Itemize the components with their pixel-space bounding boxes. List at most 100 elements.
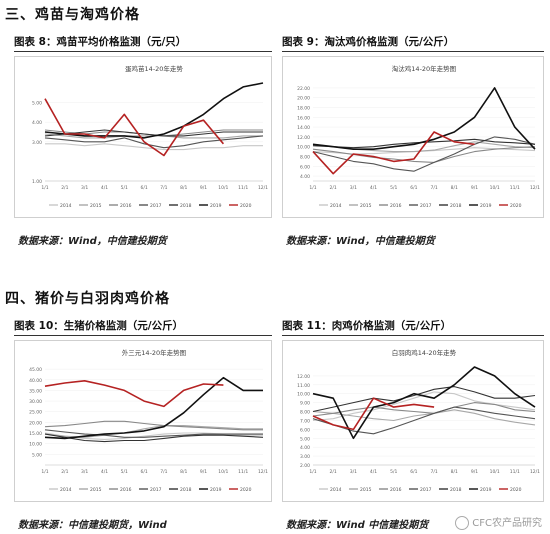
y-tick-label: 4.00 [300, 445, 310, 451]
series-line-2019 [44, 82, 264, 139]
x-tick-label: 5/1 [121, 185, 128, 191]
chart-svg: 白羽肉鸡14-20年走势 2.00 3.00 4.00 5.00 6.00 7.00 8.00… [297, 348, 540, 493]
watermark: CFC农产品研究 [455, 514, 542, 530]
x-tick-label: 9/1 [200, 469, 207, 475]
y-tick-label: 7.00 [300, 418, 310, 424]
series-line-2019 [312, 366, 536, 440]
y-tick-label: 15.00 [29, 431, 42, 437]
y-tick-label: 35.00 [29, 388, 42, 394]
y-tick-label: 40.00 [29, 378, 42, 384]
x-tick-label: 4/1 [370, 185, 377, 191]
x-tick-label: 8/1 [180, 469, 187, 475]
legend-entry: 2018 [450, 487, 462, 493]
legend-entry: 2019 [480, 487, 492, 493]
y-tick-label: 5.00 [300, 436, 310, 442]
chart-chick-price: 蛋鸡苗14-20年走势 1.00 3.00 4.00 5.00 1/1 2/1 3/1 4/1 5… [14, 56, 272, 218]
legend-entry: 2018 [450, 203, 462, 209]
panel-rule-9 [282, 51, 544, 52]
panel-rule-10 [14, 335, 272, 336]
x-tick-label: 7/1 [160, 469, 167, 475]
y-tick-label: 14.00 [297, 125, 310, 131]
x-tick-label: 1/1 [309, 469, 316, 475]
x-tick-label: 3/1 [350, 469, 357, 475]
x-tick-label: 1/1 [41, 185, 48, 191]
x-tick-label: 5/1 [390, 185, 397, 191]
y-tick-label: 5.00 [32, 452, 42, 458]
y-tick-label: 30.00 [29, 399, 42, 405]
series-line-2018 [44, 129, 263, 137]
x-tick-label: 4/1 [370, 469, 377, 475]
x-tick-label: 11/1 [510, 469, 520, 475]
x-tick-label: 3/1 [350, 185, 357, 191]
series-line-2018 [44, 433, 264, 443]
x-tick-label: 10/1 [218, 185, 228, 191]
y-tick-label: 45.00 [29, 367, 42, 373]
y-tick-label: 12.00 [297, 135, 310, 141]
legend-entry: 2014 [330, 487, 342, 493]
legend-entry: 2020 [510, 203, 522, 209]
x-tick-label: 9/1 [471, 185, 478, 191]
y-tick-label: 10.00 [297, 392, 310, 398]
y-tick-label: 22.00 [297, 86, 310, 92]
y-tick-label: 3.00 [32, 140, 42, 146]
legend-entry: 2014 [330, 203, 342, 209]
y-tick-label: 20.00 [297, 96, 310, 102]
series-line-2017 [44, 429, 263, 438]
series-line-2017 [44, 135, 264, 149]
chart-title: 蛋鸡苗14-20年走势 [125, 64, 183, 73]
legend-entry: 2018 [180, 203, 192, 209]
watermark-text: CFC农产品研究 [472, 518, 542, 529]
x-tick-label: 3/1 [81, 469, 88, 475]
series-line-2019 [312, 87, 536, 150]
x-tick-label: 8/1 [451, 185, 458, 191]
legend-entry: 2017 [420, 203, 432, 209]
y-tick-label: 10.00 [297, 145, 310, 151]
series-line-2016 [312, 146, 536, 163]
wechat-icon [455, 516, 470, 530]
legend-entry: 2015 [360, 487, 372, 493]
x-tick-label: 10/1 [490, 469, 500, 475]
x-tick-label: 11/1 [510, 185, 520, 191]
y-tick-label: 5.00 [32, 101, 42, 107]
panel-title-9: 图表 9：淘汰鸡价格监测（元/公斤） [282, 36, 455, 48]
y-tick-label: 4.00 [300, 174, 310, 180]
x-tick-label: 6/1 [140, 185, 147, 191]
y-tick-label: 1.00 [32, 179, 42, 185]
x-tick-label: 5/1 [390, 469, 397, 475]
y-tick-label: 8.00 [300, 410, 310, 416]
series-line-2017 [312, 136, 536, 172]
x-tick-label: 7/1 [430, 185, 437, 191]
source-note-10: 数据来源：中信建投期货，Wind [18, 520, 167, 531]
x-tick-label: 3/1 [81, 185, 88, 191]
x-tick-label: 11/1 [238, 185, 248, 191]
legend-entry: 2019 [480, 203, 492, 209]
legend-entry: 2014 [60, 203, 72, 209]
x-tick-label: 5/1 [121, 469, 128, 475]
chart-svg: 蛋鸡苗14-20年走势 1.00 3.00 4.00 5.00 1/1 2/1 3/1 4/1 5… [32, 64, 268, 209]
chart-svg: 外三元14-20年走势图 5.00 10.00 15.00 20.00 25.00 30.0… [29, 348, 268, 493]
x-tick-label: 11/1 [238, 469, 248, 475]
source-note-11: 数据来源：Wind 中信建投期货 [286, 520, 429, 531]
panel-title-8: 图表 8：鸡苗平均价格监测（元/只） [14, 36, 187, 48]
legend-entry: 2015 [90, 487, 102, 493]
chart-title: 外三元14-20年走势图 [122, 348, 186, 357]
x-tick-label: 7/1 [160, 185, 167, 191]
y-tick-label: 3.00 [300, 454, 310, 460]
y-tick-label: 4.00 [32, 120, 42, 126]
series-line-2019 [44, 376, 263, 440]
series-line-2020 [44, 380, 224, 408]
y-tick-label: 11.00 [297, 383, 310, 389]
y-tick-label: 2.00 [300, 463, 310, 469]
chart-svg: 淘汰鸡14-20年走势图 4.00 6.00 8.00 10.00 12.00 14.00 1… [297, 64, 540, 209]
legend-entry: 2016 [120, 203, 132, 209]
x-tick-label: 2/1 [61, 469, 68, 475]
y-tick-label: 6.00 [300, 427, 310, 433]
x-tick-label: 9/1 [471, 469, 478, 475]
legend-entry: 2016 [390, 203, 402, 209]
series-line-2020 [44, 98, 225, 157]
x-tick-label: 2/1 [330, 469, 337, 475]
x-tick-label: 1/1 [309, 185, 316, 191]
x-tick-label: 12/1 [258, 469, 268, 475]
y-tick-label: 6.00 [300, 164, 310, 170]
legend-entry: 2019 [210, 487, 222, 493]
